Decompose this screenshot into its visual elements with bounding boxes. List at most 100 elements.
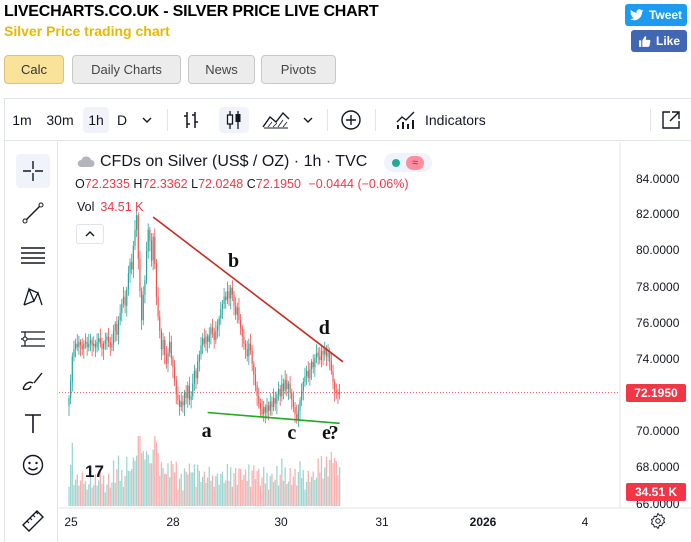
volume-bar (215, 476, 217, 506)
trend-line-icon (22, 202, 44, 224)
pattern-tool[interactable] (16, 280, 50, 314)
tab-pivots[interactable]: Pivots (261, 55, 336, 84)
emoji-tool[interactable] (16, 448, 50, 482)
tweet-button[interactable]: Tweet (625, 4, 687, 26)
volume-bar (119, 480, 121, 506)
brush-tool[interactable] (16, 364, 50, 398)
ruler-icon (22, 510, 44, 532)
candle-body (99, 338, 101, 344)
volume-bar (338, 467, 341, 506)
candle-body (335, 390, 337, 393)
settings-icon[interactable] (649, 512, 667, 530)
prediction-tool[interactable] (16, 322, 50, 356)
thumbs-up-icon (639, 35, 651, 47)
wave-label-a: a (201, 420, 212, 443)
tab-daily-charts[interactable]: Daily Charts (72, 55, 181, 84)
indicators-button[interactable]: Indicators (391, 107, 503, 133)
candle-body (203, 338, 205, 344)
volume-bar (193, 464, 196, 506)
candle-body (175, 379, 177, 395)
volume-bar (103, 475, 105, 506)
candle-body (231, 287, 233, 295)
volume-bar (216, 473, 219, 506)
volume-bar (164, 473, 166, 506)
interval-30m[interactable]: 30m (46, 112, 74, 128)
like-button[interactable]: Like (631, 30, 687, 52)
volume-bar (330, 452, 332, 506)
chart-style-dropdown[interactable] (297, 107, 319, 133)
volume-bar (332, 463, 334, 506)
volume-bar (274, 479, 276, 506)
candle-body (86, 341, 88, 348)
tab-calc[interactable]: Calc (4, 55, 64, 84)
candle-body (223, 296, 225, 304)
bird-icon (629, 9, 644, 21)
text-icon (25, 414, 41, 433)
volume-bar (190, 472, 192, 506)
volume-bar (282, 480, 285, 506)
compare-button[interactable] (337, 107, 365, 133)
volume-bar (205, 482, 207, 506)
volume-bar (121, 470, 123, 506)
volume-bar (114, 482, 116, 506)
candle-style-button[interactable] (219, 107, 249, 133)
candle-body (75, 343, 77, 350)
candle-body (216, 325, 219, 332)
horizontal-lines-tool[interactable] (16, 238, 50, 272)
tab-news[interactable]: News (188, 55, 255, 84)
candle-body (289, 383, 291, 393)
market-status-badge[interactable]: ≈ (384, 153, 432, 172)
interval-dropdown[interactable] (135, 107, 159, 133)
candle-body (276, 394, 278, 404)
candle-body (205, 336, 207, 344)
y-tick-label: 74.0000 (636, 352, 680, 366)
candle-body (268, 405, 270, 411)
candles-icon (226, 111, 241, 129)
wave-label-d: d (318, 317, 330, 340)
candle-body (297, 410, 299, 420)
collapse-legend-button[interactable] (76, 224, 104, 244)
measure-tool[interactable] (16, 504, 50, 538)
volume-bar (198, 470, 200, 506)
interval-d[interactable]: D (116, 112, 128, 128)
candle-body (277, 388, 280, 395)
trendline-tool[interactable] (16, 196, 50, 230)
site-subtitle[interactable]: Silver Price trading chart (4, 23, 170, 39)
interval-1m[interactable]: 1m (12, 112, 32, 128)
candle-body (320, 350, 323, 360)
volume-bar (233, 473, 235, 506)
volume-bar (86, 489, 88, 506)
candle-body (187, 385, 189, 399)
candle-body (337, 392, 339, 395)
interval-1h[interactable]: 1h (83, 107, 109, 133)
candle-body (332, 370, 334, 382)
wave-label-c: c (287, 422, 297, 445)
chart-widget (4, 98, 691, 542)
brush-icon (22, 372, 43, 391)
text-tool[interactable] (16, 406, 50, 440)
candle-body (96, 341, 98, 348)
volume-bar (68, 486, 70, 506)
area-style-button[interactable] (259, 107, 293, 133)
candle-body (327, 352, 329, 357)
candle-body (180, 401, 182, 408)
symbol-title[interactable]: CFDs on Silver (US$ / OZ) · 1h · TVC (100, 153, 368, 170)
volume-bar (165, 474, 167, 506)
candle-body (251, 350, 253, 364)
volume-bar (241, 480, 243, 506)
like-label: Like (655, 34, 680, 48)
volume-bar (302, 470, 304, 506)
candle-body (139, 258, 141, 292)
bar-style-button[interactable] (177, 107, 205, 133)
volume-bar (89, 476, 92, 506)
crosshair-tool[interactable] (16, 154, 50, 188)
y-tick-label: 76.0000 (636, 316, 680, 330)
cloud-icon (77, 156, 95, 167)
open-external-button[interactable] (657, 107, 685, 133)
volume-bar (320, 456, 323, 506)
volume-bar (142, 450, 144, 506)
parallel-lines-icon (21, 247, 45, 264)
volume-bar (225, 480, 227, 506)
volume-bar (258, 468, 260, 506)
